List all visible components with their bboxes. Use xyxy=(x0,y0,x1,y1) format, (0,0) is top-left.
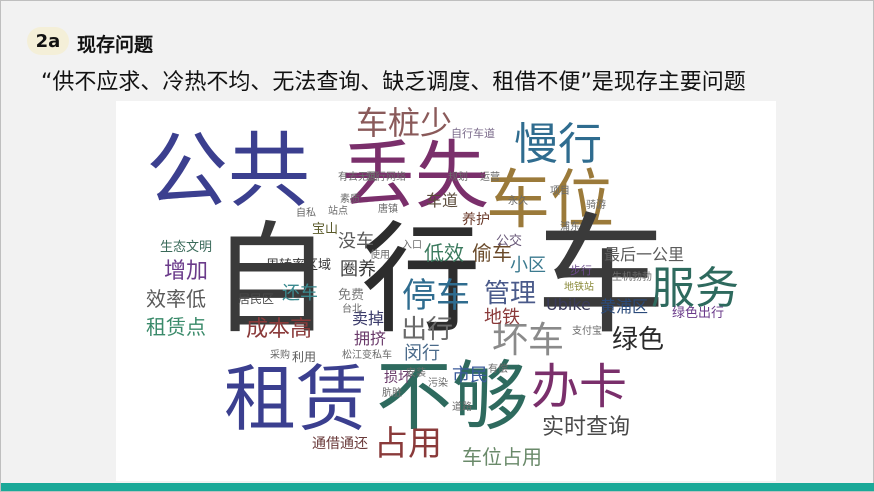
word-cloud-term: 车道 xyxy=(426,191,459,210)
word-cloud-term: 永久 xyxy=(508,196,528,207)
slide-subtitle: “供不应求、冷热不均、无法查询、缺乏调度、租借不便”是现存主要问题 xyxy=(41,70,746,95)
word-cloud-term: 没车 xyxy=(338,231,374,252)
word-cloud-term: 卖掉 xyxy=(352,309,385,328)
word-cloud-term: 周转率区域 xyxy=(266,258,332,273)
word-cloud-term: 有去无回 xyxy=(338,172,378,183)
word-cloud-term: 免费 xyxy=(338,288,365,303)
word-cloud-term: 办卡 xyxy=(531,359,628,415)
word-cloud-term: 效率低 xyxy=(146,287,206,311)
word-cloud-term: 台北 xyxy=(342,304,362,315)
word-cloud-term: 宝山 xyxy=(312,222,339,237)
word-cloud-term: 公共 xyxy=(146,124,311,219)
word-cloud-term: 占用 xyxy=(374,424,442,464)
word-cloud-term: 租赁 xyxy=(224,357,369,441)
word-cloud-term: 圈养 xyxy=(340,259,376,280)
word-cloud-term: 骑游 xyxy=(586,200,606,211)
word-cloud-term: 绿色 xyxy=(612,325,665,355)
word-cloud-term: 成本高 xyxy=(246,317,313,342)
word-cloud-term: 损坏 xyxy=(384,370,412,386)
slide-title: 现存问题 xyxy=(77,34,154,56)
word-cloud-term: 规划 xyxy=(448,172,468,183)
word-cloud-term: 出行 xyxy=(401,315,454,345)
word-cloud-term: 公交 xyxy=(496,234,523,249)
word-cloud-term: 实时查询 xyxy=(542,415,631,440)
word-cloud-term: 坏车 xyxy=(492,320,565,361)
word-cloud-term: 小区 xyxy=(510,255,546,276)
word-cloud-term: 地铁 xyxy=(484,307,520,328)
word-cloud-term: 安装 xyxy=(406,368,426,379)
word-cloud-term: 最后一公里 xyxy=(604,245,685,264)
word-cloud-term: 增加 xyxy=(164,259,209,284)
word-cloud-term: Ubike xyxy=(546,295,591,314)
word-cloud-term: 绿色出行 xyxy=(672,306,725,321)
word-cloud-term: 通借通还 xyxy=(312,436,368,452)
word-cloud-term: 步行 xyxy=(570,264,592,277)
word-cloud-term: 站点 xyxy=(328,206,348,217)
word-cloud-term: 养护 xyxy=(462,212,490,228)
word-cloud-term: 车位 xyxy=(486,164,614,238)
word-cloud-term: 低效 xyxy=(424,241,464,265)
word-cloud-term: 还车 xyxy=(282,283,318,304)
word-cloud-term: 利用 xyxy=(292,350,317,364)
word-cloud-term: 自 xyxy=(211,211,331,350)
word-cloud-term: 入口 xyxy=(402,240,422,251)
word-cloud-term: 松江变私车 xyxy=(342,350,392,361)
word-cloud-term: 道路 xyxy=(452,402,472,413)
word-cloud-term: 生态文明 xyxy=(160,240,213,255)
word-cloud-term: 居民区 xyxy=(238,292,275,306)
word-cloud-term: 租赁点 xyxy=(146,315,206,339)
word-cloud-term: 车 xyxy=(536,200,667,352)
footer-accent-bar xyxy=(1,483,874,491)
word-cloud-term: 慢行 xyxy=(514,119,602,170)
word-cloud-term: 车位占用 xyxy=(462,445,542,469)
word-cloud-term: 自行车道 xyxy=(451,127,495,140)
word-cloud-term: 车桩少 xyxy=(356,104,453,142)
word-cloud-term: 肮脏 xyxy=(382,388,402,399)
word-cloud-term: 黄浦区 xyxy=(600,297,649,316)
word-cloud-term: 素质 xyxy=(340,194,360,205)
word-cloud-term: 不够 xyxy=(376,352,528,441)
word-cloud-term: 闵行 xyxy=(404,343,440,364)
word-cloud-term: 采购 xyxy=(270,350,290,361)
word-cloud-term: 唐镇 xyxy=(378,204,398,215)
word-cloud-term: 浦东 xyxy=(560,222,580,233)
word-cloud-term: 行 xyxy=(361,211,481,350)
word-cloud-term: 服务 xyxy=(651,263,739,314)
word-cloud-term: 生机勃勃 xyxy=(612,272,652,283)
word-cloud-term: 慢行网络 xyxy=(366,172,406,183)
word-cloud-term: 有偿 xyxy=(488,364,508,375)
word-cloud-term: 偷车 xyxy=(472,241,512,265)
word-cloud-term: 项目 xyxy=(550,186,570,197)
word-cloud-term: 运营 xyxy=(480,172,500,183)
word-cloud-term: 地铁站 xyxy=(564,282,594,293)
word-cloud: 公共 丢失 车位 慢行 车桩少 自行车道 自 行 车 租赁 不够 办卡 服务 停… xyxy=(116,101,776,481)
word-cloud-term: 支付宝 xyxy=(572,326,602,337)
word-cloud-term: 污染 xyxy=(428,378,448,389)
word-cloud-term: 市民 xyxy=(452,365,488,386)
section-badge: 2a xyxy=(27,27,69,55)
word-cloud-term: 拥挤 xyxy=(354,329,387,348)
word-cloud-term: 丢失 xyxy=(341,133,489,219)
word-cloud-term: 停车 xyxy=(402,276,470,316)
word-cloud-term: 自私 xyxy=(296,208,316,219)
word-cloud-term: 管理 xyxy=(484,279,537,309)
word-cloud-term: 使用 xyxy=(370,250,390,261)
